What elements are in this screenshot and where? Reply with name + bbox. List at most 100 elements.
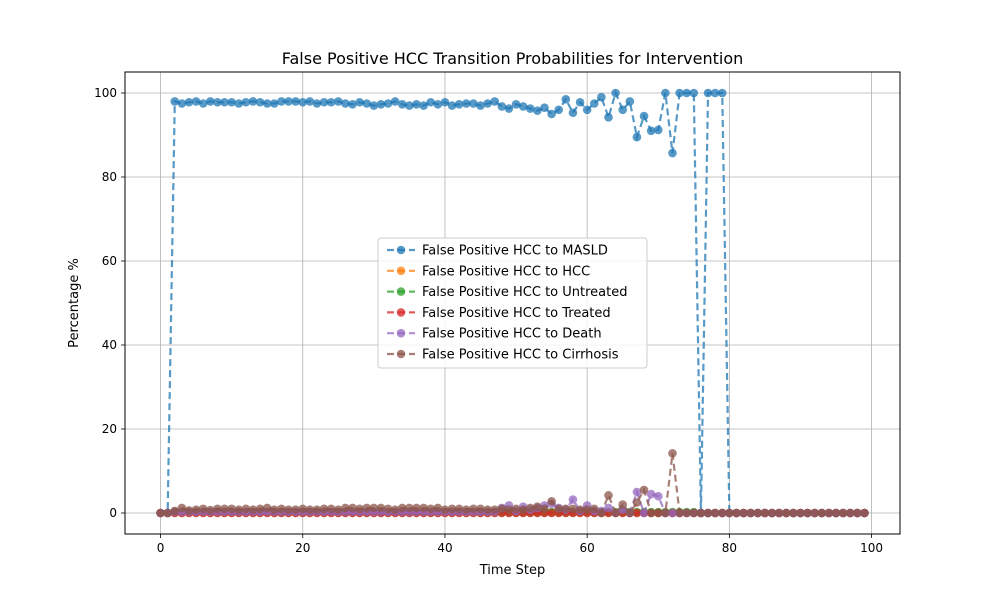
data-point [618,105,628,115]
data-point [518,102,528,111]
y-axis-title: Percentage % [67,258,82,348]
x-tick-label: 0 [157,541,165,555]
data-point [796,508,805,518]
data-point [191,97,201,106]
data-point [589,504,599,514]
data-point [213,97,222,107]
data-point [604,491,613,500]
data-point [653,491,663,501]
data-point [753,508,763,518]
data-point [419,101,428,110]
data-point [561,95,571,104]
data-point [170,97,180,106]
data-point [838,508,848,518]
data-point [632,498,642,507]
data-point [703,88,713,98]
data-point [710,88,720,98]
data-point [853,508,862,518]
data-point [383,504,393,514]
plot-frame [124,71,901,535]
data-point [241,97,251,107]
legend-box [377,237,648,369]
x-tick-label: 60 [580,541,595,555]
series-5 [156,449,869,518]
data-point [632,508,642,518]
data-point [305,505,315,514]
data-point [405,101,414,110]
data-point [334,97,343,106]
legend-item: False Positive HCC to Cirrhosis [387,348,619,363]
data-point [725,508,734,518]
data-point [227,97,236,107]
data-point [326,97,336,107]
data-point [604,503,613,513]
legend: False Positive HCC to MASLD False Positiv… [377,237,648,369]
data-point [611,88,620,98]
data-point [177,503,187,513]
data-point [291,505,300,514]
data-point [156,508,165,518]
data-point [262,503,272,513]
data-point [397,100,407,109]
data-point [696,508,706,518]
data-point [703,508,713,518]
data-point [241,504,251,514]
data-point [511,504,521,514]
data-point [419,503,428,513]
data-point [739,508,748,518]
data-point [412,503,421,513]
data-point [191,505,201,514]
data-point [710,508,720,518]
data-point [426,504,436,514]
data-point [568,495,578,504]
legend-label: False Positive HCC to Death [422,327,602,342]
data-point [675,508,684,518]
y-tick-label: 40 [102,338,117,352]
data-point [277,504,286,514]
data-point [639,508,649,518]
data-point [326,504,336,514]
data-point [461,505,471,514]
chart-title: False Positive HCC Transition Probabilit… [282,49,744,68]
data-point [497,504,507,514]
data-point [319,504,329,514]
data-point [454,504,464,514]
legend-label: False Positive HCC to Untreated [422,285,627,300]
data-point [774,508,784,518]
data-point [497,102,507,111]
data-point [469,504,478,514]
legend-marker [396,349,406,359]
data-point [746,508,755,518]
data-point [426,97,436,107]
data-point [625,508,635,518]
data-point [341,99,350,108]
data-point [369,101,379,110]
x-tick-label: 20 [295,541,310,555]
data-point [213,504,222,514]
data-point [767,508,777,518]
legend-marker [396,308,406,317]
data-point [355,97,364,107]
data-point [298,97,308,107]
data-point [810,508,819,518]
data-point [540,103,549,112]
data-point [348,503,357,513]
data-point [860,508,869,518]
data-point [291,97,300,106]
data-point [525,503,535,513]
data-point [668,148,677,158]
data-point [668,449,677,458]
data-point [632,487,642,497]
legend-item: False Positive HCC to HCC [387,264,590,279]
data-point [461,99,471,108]
x-tick-label: 100 [860,541,883,555]
y-tick-label: 0 [109,506,117,520]
legend-item: False Positive HCC to MASLD [387,244,608,259]
data-point [184,506,194,515]
data-point [227,504,236,514]
data-point [582,105,592,115]
data-point [639,485,649,495]
data-point [298,504,308,514]
data-point [483,505,492,514]
